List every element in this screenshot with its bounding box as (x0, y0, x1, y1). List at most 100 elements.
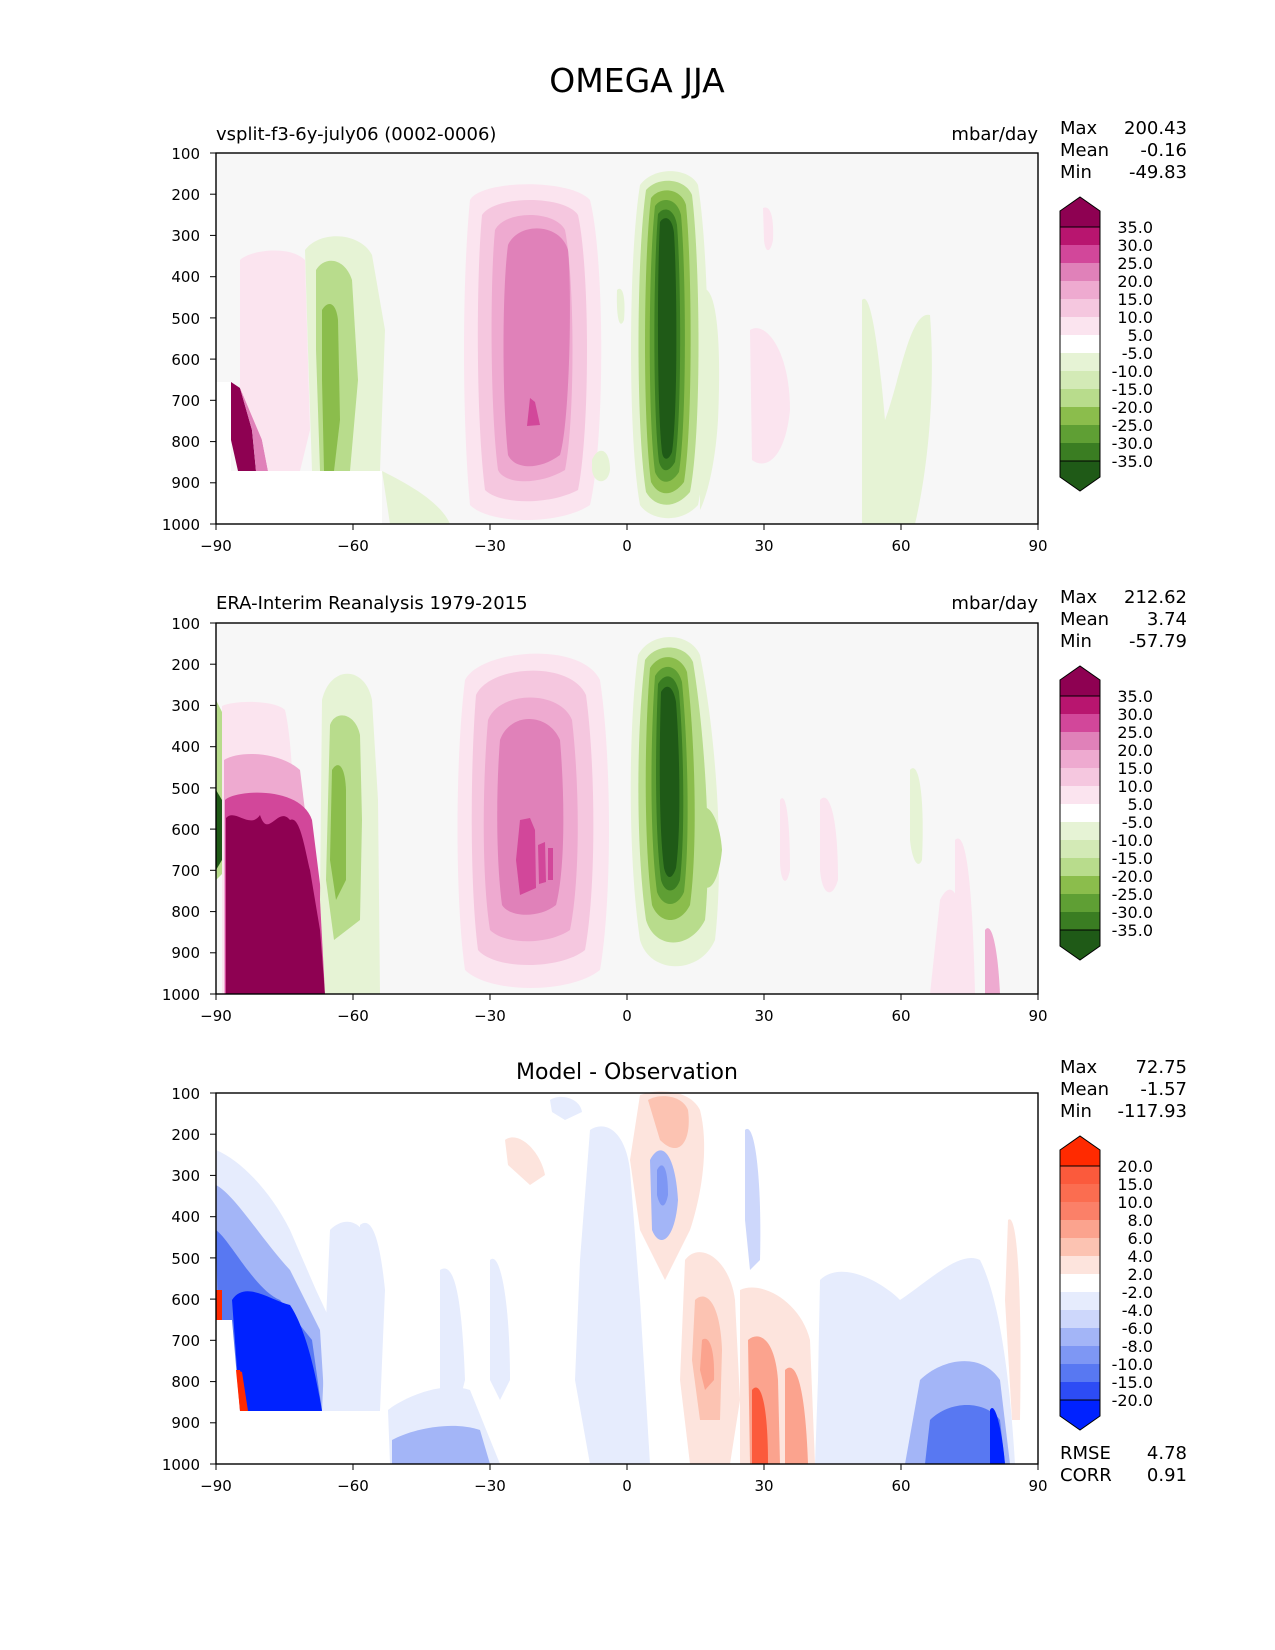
colorbar-label: -20.0 (1112, 867, 1153, 886)
x-tick-label: 60 (891, 1477, 910, 1495)
x-tick-label: 30 (754, 1007, 773, 1025)
x-tick-label: 60 (891, 537, 910, 555)
stats: Max 200.43 Mean -0.16 Min -49.83 (1060, 118, 1187, 183)
stat-max-value: 212.62 (1124, 587, 1187, 608)
y-tick-label: 400 (171, 1208, 200, 1226)
colorbar-label: 30.0 (1117, 236, 1153, 255)
colorbar-segment (1060, 714, 1100, 732)
colorbar-extend-bottom (1059, 1399, 1101, 1431)
colorbar-segment (1060, 1328, 1100, 1346)
stat-max-label: Max (1060, 118, 1098, 139)
y-axis: 100 200 300 400 500 600 700 800 900 1000 (162, 1085, 216, 1474)
colorbar-extend-bottom (1059, 460, 1101, 492)
colorbar-segment (1060, 840, 1100, 858)
x-tick-label: −30 (474, 1007, 506, 1025)
colorbar: 35.0 30.0 25.0 20.0 15.0 10.0 5.0 -5.0 -… (1059, 196, 1153, 492)
y-tick-label: 500 (171, 1250, 200, 1268)
x-tick-label: 90 (1028, 1477, 1047, 1495)
colorbar-segment (1060, 227, 1100, 245)
stat-mean-value: 3.74 (1147, 609, 1187, 630)
colorbar: 35.0 30.0 25.0 20.0 15.0 10.0 5.0 -5.0 -… (1059, 665, 1153, 961)
figure-title: OMEGA JJA (549, 61, 725, 100)
y-tick-label: 900 (171, 944, 200, 962)
colorbar-label: -10.0 (1112, 831, 1153, 850)
colorbar-label: 6.0 (1128, 1229, 1153, 1248)
colorbar-segment (1060, 912, 1100, 930)
colorbar-segment (1060, 1346, 1100, 1364)
colorbar-segment (1060, 1274, 1100, 1292)
colorbar-extend-bottom (1059, 929, 1101, 961)
colorbar-label: -35.0 (1112, 452, 1153, 471)
colorbar-segment (1060, 894, 1100, 912)
colorbar-segment (1060, 425, 1100, 443)
colorbar-segment (1060, 299, 1100, 317)
colorbar-label: -8.0 (1122, 1337, 1153, 1356)
y-tick-label: 600 (171, 1291, 200, 1309)
colorbar-segment (1060, 1382, 1100, 1400)
x-tick-label: −30 (474, 1477, 506, 1495)
stat-min-value: -117.93 (1118, 1101, 1187, 1122)
colorbar-label: 25.0 (1117, 723, 1153, 742)
colorbar-segment (1060, 696, 1100, 714)
y-tick-label: 600 (171, 821, 200, 839)
colorbar-segment (1060, 317, 1100, 335)
y-tick-label: 900 (171, 1414, 200, 1432)
colorbar-label: -30.0 (1112, 434, 1153, 453)
colorbar-segment (1060, 353, 1100, 371)
colorbar-segment (1060, 1220, 1100, 1238)
colorbar-extend-top (1059, 1135, 1101, 1167)
colorbar-segment (1060, 1364, 1100, 1382)
colorbar-label: -30.0 (1112, 903, 1153, 922)
y-tick-label: 100 (171, 145, 200, 163)
colorbar-label: 5.0 (1128, 326, 1153, 345)
y-tick-label: 600 (171, 351, 200, 369)
y-tick-label: 800 (171, 1373, 200, 1391)
colorbar-label: 8.0 (1128, 1211, 1153, 1230)
panel-title: Model - Observation (516, 1060, 738, 1085)
x-tick-label: 0 (622, 1477, 632, 1495)
panel-observation: ERA-Interim Reanalysis 1979-2015 mbar/da… (162, 587, 1187, 1025)
colorbar-label: 10.0 (1117, 1193, 1153, 1212)
x-tick-label: 30 (754, 1477, 773, 1495)
rmse-value: 4.78 (1147, 1443, 1187, 1464)
corr-label: CORR (1060, 1465, 1112, 1486)
stat-min-value: -49.83 (1129, 162, 1187, 183)
colorbar-label: 15.0 (1117, 759, 1153, 778)
colorbar-label: 10.0 (1117, 777, 1153, 796)
colorbar-extend-top (1059, 665, 1101, 697)
colorbar-label: -25.0 (1112, 885, 1153, 904)
colorbar-label: -10.0 (1112, 362, 1153, 381)
colorbar-label: 30.0 (1117, 705, 1153, 724)
x-tick-label: −60 (337, 1477, 369, 1495)
stat-max-value: 200.43 (1124, 118, 1187, 139)
colorbar-segment (1060, 335, 1100, 353)
colorbar-segment (1060, 750, 1100, 768)
x-tick-label: −90 (200, 1007, 232, 1025)
colorbar-label: -15.0 (1112, 849, 1153, 868)
stat-mean-label: Mean (1060, 140, 1109, 161)
colorbar-label: 20.0 (1117, 272, 1153, 291)
colorbar-segment (1060, 371, 1100, 389)
colorbar-segment (1060, 1184, 1100, 1202)
y-tick-label: 700 (171, 392, 200, 410)
colorbar-segment (1060, 858, 1100, 876)
y-tick-label: 400 (171, 268, 200, 286)
colorbar-segment (1060, 1292, 1100, 1310)
y-tick-label: 900 (171, 474, 200, 492)
colorbar-label: 15.0 (1117, 290, 1153, 309)
x-tick-label: 60 (891, 1007, 910, 1025)
colorbar-segment (1060, 389, 1100, 407)
colorbar-label: 15.0 (1117, 1175, 1153, 1194)
stat-mean-value: -0.16 (1140, 140, 1187, 161)
stat-max-label: Max (1060, 587, 1098, 608)
y-tick-label: 300 (171, 1167, 200, 1185)
colorbar-label: -6.0 (1122, 1319, 1153, 1338)
colorbar-segment (1060, 1238, 1100, 1256)
y-tick-label: 1000 (162, 986, 200, 1004)
colorbar-segment (1060, 786, 1100, 804)
colorbar-label: 20.0 (1117, 1157, 1153, 1176)
contour-field (215, 622, 1039, 995)
colorbar-label: -20.0 (1112, 1391, 1153, 1410)
colorbar-label: 4.0 (1128, 1247, 1153, 1266)
